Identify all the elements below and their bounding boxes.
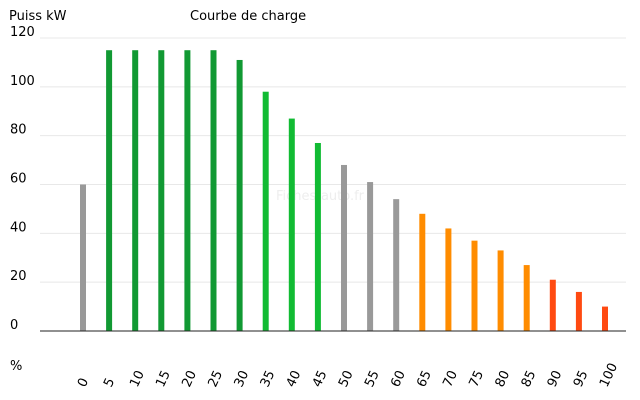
bar <box>184 50 191 331</box>
bar <box>575 291 582 331</box>
x-tick-label: 65 <box>414 368 435 389</box>
x-axis-label: % <box>10 359 22 374</box>
bar <box>549 279 556 331</box>
x-tick-label: 10 <box>127 368 148 389</box>
y-axis-label: Puiss kW <box>9 9 67 24</box>
bar <box>288 118 295 331</box>
x-tick-label: 25 <box>206 368 227 389</box>
y-tick-label: 100 <box>10 74 35 89</box>
x-tick-label: 85 <box>519 368 540 389</box>
bar <box>393 199 400 331</box>
x-tick-label: 35 <box>258 368 279 389</box>
x-tick-label: 5 <box>101 376 118 390</box>
x-tick-label: 40 <box>284 368 305 389</box>
bar <box>523 265 530 331</box>
x-tick-label: 20 <box>179 368 200 389</box>
x-tick-label: 50 <box>336 368 357 389</box>
bar <box>419 213 426 331</box>
y-tick-label: 0 <box>10 318 18 333</box>
bar <box>132 50 139 331</box>
y-tick-label: 20 <box>10 269 27 284</box>
chart-title: Courbe de charge <box>190 9 306 24</box>
x-tick-label: 90 <box>545 368 566 389</box>
x-tick-label: 60 <box>388 368 409 389</box>
bar <box>602 306 608 331</box>
x-tick-label: 55 <box>362 368 383 389</box>
bar <box>314 142 321 331</box>
y-tick-labels: 0 20 40 60 80 100 120 <box>10 25 35 333</box>
bar <box>497 250 504 331</box>
x-tick-label: 45 <box>310 368 331 389</box>
bar <box>341 164 347 331</box>
x-tick-label: 80 <box>493 368 514 389</box>
bar <box>210 50 217 331</box>
bar <box>158 50 165 331</box>
bar <box>262 91 269 331</box>
bar <box>106 50 113 331</box>
bar <box>367 182 374 331</box>
bar <box>80 184 86 331</box>
x-tick-label: 75 <box>467 368 488 389</box>
x-tick-label: 95 <box>571 368 592 389</box>
bar <box>236 59 243 331</box>
bar <box>445 228 452 331</box>
x-tick-label: 0 <box>75 376 92 390</box>
y-tick-label: 120 <box>10 25 35 40</box>
x-tick-label: 15 <box>153 368 174 389</box>
y-tick-label: 60 <box>10 172 27 187</box>
x-tick-labels: 0 5 10 15 20 25 30 35 40 45 50 55 60 65 70 75 80 85 90 95 10… <box>75 361 621 390</box>
x-tick-label: 30 <box>232 368 253 389</box>
grid-lines <box>40 37 626 283</box>
x-tick-label: 70 <box>440 368 461 389</box>
bars <box>80 50 608 331</box>
bar <box>471 240 478 331</box>
y-tick-label: 80 <box>10 123 27 138</box>
x-tick-label: 100 <box>597 361 621 390</box>
y-tick-label: 40 <box>10 220 27 235</box>
